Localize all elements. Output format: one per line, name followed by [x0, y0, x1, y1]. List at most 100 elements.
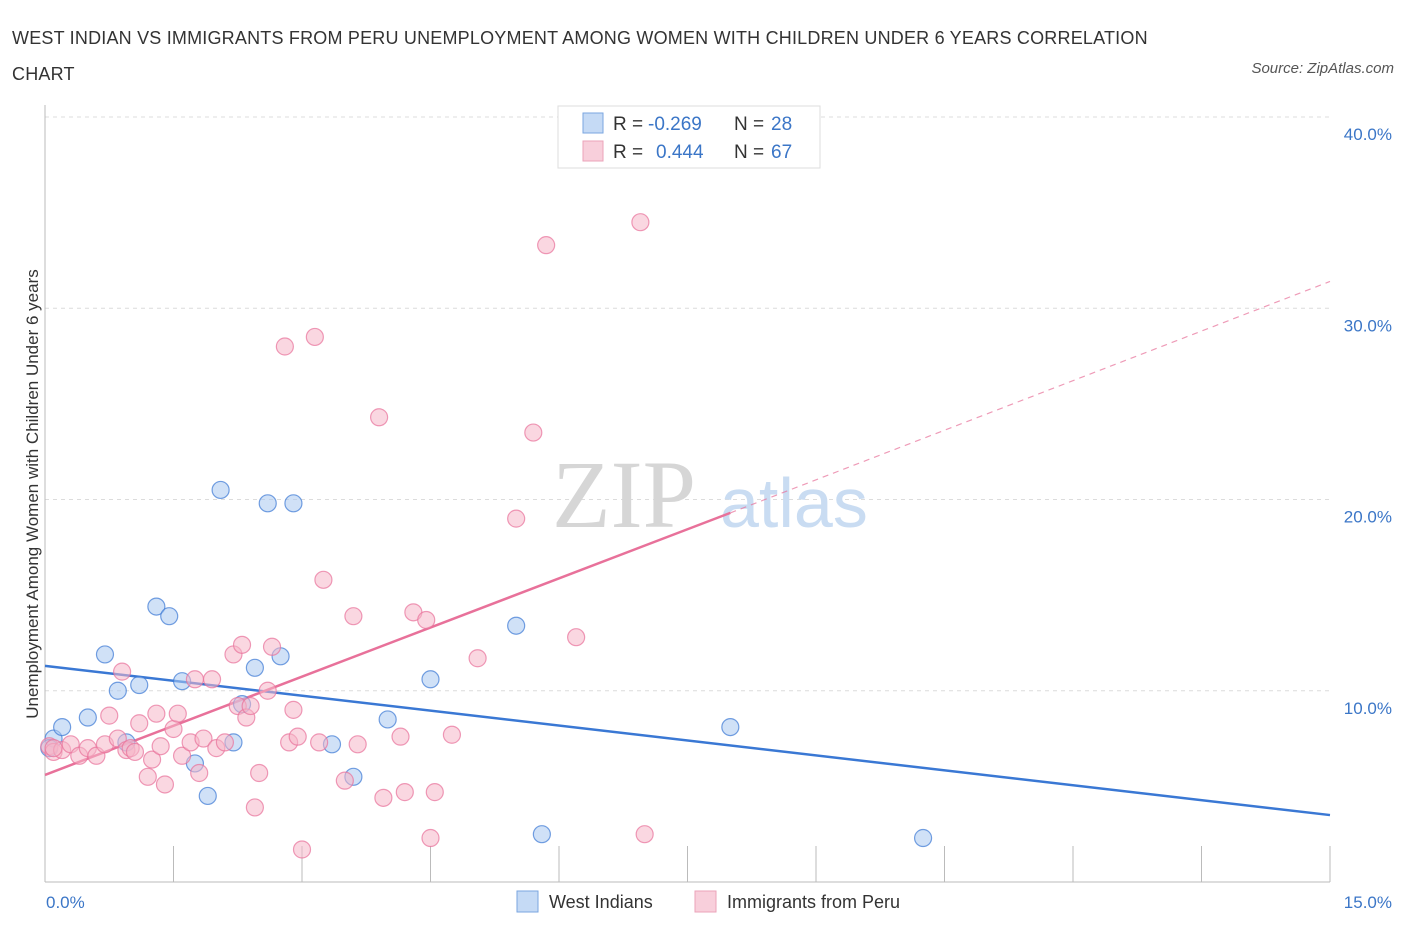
point-1-8	[100, 706, 119, 725]
y-tick-label-0: 10.0%	[1344, 699, 1392, 718]
chart-source: Source: ZipAtlas.com	[1251, 60, 1394, 77]
point-0-23	[507, 616, 526, 635]
data-points	[40, 213, 933, 859]
point-1-29	[215, 733, 234, 752]
chart-title: WEST INDIAN VS IMMIGRANTS FROM PERU UNEM…	[12, 28, 1148, 84]
point-1-37	[258, 681, 277, 700]
point-1-64	[631, 213, 650, 232]
point-1-27	[202, 670, 222, 689]
point-1-66	[44, 739, 63, 758]
correlation-legend: R = -0.269 N = 28 R = 0.444 N = 67	[557, 105, 821, 169]
point-1-17	[147, 704, 166, 723]
point-1-56	[421, 828, 440, 848]
point-1-38	[262, 637, 282, 656]
point-1-42	[288, 727, 307, 746]
y-tick-label-1: 20.0%	[1344, 508, 1392, 527]
legend-n-value-1: 28	[771, 114, 792, 135]
legend-r-value-2: 0.444	[656, 142, 704, 163]
legend-n-label-1: N =	[734, 114, 764, 135]
y-tick-label-3: 40.0%	[1344, 125, 1392, 144]
point-0-16	[258, 494, 277, 513]
point-1-22	[172, 746, 192, 765]
point-0-7	[147, 597, 166, 616]
point-1-53	[395, 783, 414, 802]
point-1-34	[241, 696, 260, 716]
legend-r-label-2: R =	[613, 142, 643, 163]
point-1-60	[507, 509, 526, 528]
point-0-18	[284, 494, 303, 513]
legend-r-label-1: R =	[613, 114, 643, 135]
point-0-4	[108, 681, 127, 700]
bottom-legend-swatch-peru	[694, 890, 717, 913]
point-1-10	[112, 662, 132, 681]
point-0-26	[913, 828, 933, 848]
y-tick-label-2: 30.0%	[1344, 316, 1392, 335]
point-1-50	[370, 408, 389, 427]
point-1-55	[417, 610, 436, 630]
watermark-zip: ZIP	[552, 441, 696, 548]
point-1-16	[142, 750, 162, 769]
point-1-19	[155, 775, 175, 794]
point-1-45	[310, 733, 329, 752]
point-1-63	[567, 628, 586, 647]
point-1-51	[374, 788, 393, 807]
axes	[44, 105, 1331, 883]
series-legend: West Indians Immigrants from Peru	[516, 890, 900, 913]
point-1-58	[442, 725, 462, 744]
bottom-legend-swatch-west-indians	[516, 890, 539, 913]
point-1-62	[537, 236, 556, 255]
point-0-3	[95, 645, 115, 664]
point-0-11	[198, 786, 217, 806]
point-1-65	[635, 825, 654, 844]
point-0-21	[378, 710, 397, 729]
x-tick-label-0: 0.0%	[46, 893, 85, 912]
point-1-25	[190, 763, 209, 783]
point-1-61	[524, 423, 543, 442]
point-1-36	[250, 763, 269, 783]
legend-swatch-west-indians	[582, 112, 604, 134]
point-0-25	[721, 717, 740, 737]
point-1-59	[468, 649, 487, 668]
point-1-26	[194, 729, 213, 748]
legend-r-value-1: -0.269	[648, 114, 702, 135]
tick-labels: 10.0% 20.0% 30.0% 40.0% 0.0% 15.0%	[46, 125, 1392, 912]
point-0-24	[532, 825, 551, 844]
point-1-35	[245, 798, 264, 817]
point-1-46	[314, 570, 333, 589]
legend-swatch-peru	[582, 140, 604, 162]
point-1-20	[164, 719, 183, 739]
watermark-atlas: atlas	[720, 464, 868, 542]
point-1-24	[185, 670, 205, 689]
point-1-18	[151, 737, 170, 756]
point-1-43	[292, 840, 312, 859]
point-1-13	[125, 742, 145, 762]
point-0-2	[78, 708, 97, 727]
point-1-52	[391, 727, 410, 746]
point-1-21	[168, 704, 187, 723]
trend-line-dashed-1	[730, 280, 1331, 514]
point-1-49	[348, 735, 367, 754]
legend-n-label-2: N =	[734, 142, 764, 163]
point-1-32	[232, 635, 252, 654]
point-0-22	[421, 670, 440, 689]
trend-line-1	[44, 511, 731, 777]
point-0-12	[211, 480, 230, 500]
point-0-15	[245, 658, 264, 677]
point-1-41	[284, 700, 303, 719]
point-1-44	[305, 327, 324, 347]
point-0-6	[130, 675, 149, 695]
point-0-1	[53, 717, 72, 737]
bottom-legend-label-peru: Immigrants from Peru	[727, 892, 900, 912]
grid-lines	[45, 116, 1330, 692]
point-1-15	[138, 767, 157, 786]
point-1-57	[425, 783, 444, 802]
point-1-39	[275, 337, 294, 356]
legend-n-value-2: 67	[771, 142, 792, 163]
point-1-48	[344, 607, 363, 626]
point-1-14	[130, 714, 149, 733]
point-1-47	[335, 771, 354, 790]
y-axis-label: Unemployment Among Women with Children U…	[23, 269, 42, 718]
x-tick-label-1: 15.0%	[1344, 893, 1392, 912]
point-0-8	[160, 607, 179, 626]
